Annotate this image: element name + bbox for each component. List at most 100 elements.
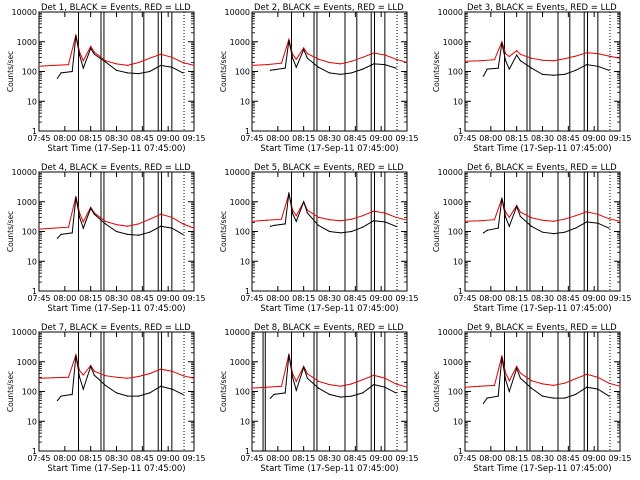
x-tick-label: 09:15 [182,454,205,463]
y-tick-label: 1000 [17,38,37,47]
y-tick-label: 10 [453,257,463,266]
events-series-line-point [160,385,162,387]
lld-series-line [464,196,621,222]
events-series-line-point [362,226,364,228]
x-tick-label: 08:00 [53,454,76,463]
events-series-line-point [586,221,588,223]
events-series-line-point [373,63,375,65]
x-tick-label: 09:00 [370,294,393,303]
panel-title: Det 4, BLACK = Events, RED = LLD [41,163,191,173]
lld-series-line-point [519,211,521,213]
lld-series-line-point [501,355,503,357]
lld-series-line-point [384,212,386,214]
events-series-line-point [519,215,521,218]
x-tick-label: 08:45 [344,134,367,143]
x-axis-label: Start Time (17-Sep-11 07:45:00) [260,144,398,154]
lld-series-line-point [280,385,283,387]
y-tick-label: 10 [27,97,37,106]
events-series-line-point [56,399,59,402]
events-series-line-point [501,356,503,359]
lld-series-line-point [516,50,518,52]
y-tick-label: 1 [32,287,37,296]
events-series-line-point [504,60,507,62]
events-series-line-point [328,72,331,74]
lld-series-line-point [82,374,84,376]
events-series-line-point [104,384,107,387]
lld-series-line-point [38,65,40,67]
events-series-line [270,354,397,399]
lld-series-line-point [519,372,521,374]
y-tick-label: 1000 [17,198,37,207]
events-series-line-point [149,231,151,233]
lld-series-line-point [362,379,364,381]
lld-series-line [38,353,195,379]
events-series-line-point [90,207,92,209]
x-tick-label: 08:30 [318,294,341,303]
lld-series-line-point [619,385,621,387]
lld-series-line-point [586,211,588,213]
y-tick-label: 1 [245,447,250,456]
plot-frame [464,11,621,132]
y-tick-label: 10 [453,97,463,106]
lld-series-line-point [541,219,544,221]
events-series-line-point [115,230,118,233]
x-axis-label: Start Time (17-Sep-11 07:45:00) [473,304,611,314]
x-axis-label: Start Time (17-Sep-11 07:45:00) [47,464,185,474]
lld-series-line-point [586,373,588,375]
lld-series-line-point [328,61,331,64]
lld-series-line-point [138,223,140,225]
events-series-line-point [82,388,84,390]
events-series-line-point [160,64,162,67]
y-tick-label: 100 [235,68,250,77]
events-series-line-point [552,74,555,76]
y-tick-label: 10000 [12,328,37,337]
lld-series-line-point [182,375,184,377]
x-tick-label: 08:45 [131,454,154,463]
lld-series-line-point [464,220,466,222]
events-series-line-point [138,72,140,75]
x-axis-label: Start Time (17-Sep-11 07:45:00) [47,144,185,154]
events-series-line [270,192,397,234]
lld-series-line-point [53,64,55,67]
lld-series-line-point [395,383,397,385]
events-series-line-point [362,68,364,70]
x-tick-label: 08:30 [531,294,554,303]
events-series-line-point [273,393,275,395]
events-series-line-point [291,212,294,215]
y-tick-label: 1 [458,447,463,456]
events-series-line-point [530,67,533,69]
events-series-line-point [530,387,533,389]
x-tick-label: 07:45 [453,134,476,143]
x-tick-label: 07:45 [27,294,50,303]
events-series-line-point [303,201,305,203]
events-series-line-point [482,402,485,404]
lld-series-line-point [608,382,610,384]
events-series-line-point [486,68,488,70]
detector-panel: Det 8, BLACK = Events, RED = LLD 1 10 100 10… [219,323,419,474]
events-series-line-point [288,192,290,194]
events-series-line-point [339,73,342,75]
x-tick-label: 09:15 [608,134,631,143]
panel-title: Det 8, BLACK = Events, RED = LLD [254,323,404,333]
events-series-line-point [486,229,488,231]
lld-series-line-point [575,215,577,217]
lld-series-line-point [597,376,599,378]
events-series-line-point [78,54,81,56]
events-series-line-point [328,393,331,395]
y-tick-label: 10000 [225,168,250,177]
x-tick-label: 08:45 [557,134,580,143]
x-tick-label: 09:15 [182,134,205,143]
events-series-line-point [126,72,129,74]
y-tick-label: 10000 [12,8,37,17]
lld-series-line-point [328,219,331,221]
lld-series-line-point [373,52,375,54]
lld-series-line-point [295,58,297,60]
panel-title: Det 5, BLACK = Events, RED = LLD [254,163,404,173]
events-series-line-point [362,392,364,394]
x-tick-label: 08:00 [53,294,76,303]
events-series-line-point [295,220,297,222]
events-series-line-point [269,225,272,227]
lld-series-line-point [541,59,544,61]
detector-panel: Det 4, BLACK = Events, RED = LLD 1 10 100 10… [6,163,206,314]
x-tick-label: 09:15 [608,294,631,303]
